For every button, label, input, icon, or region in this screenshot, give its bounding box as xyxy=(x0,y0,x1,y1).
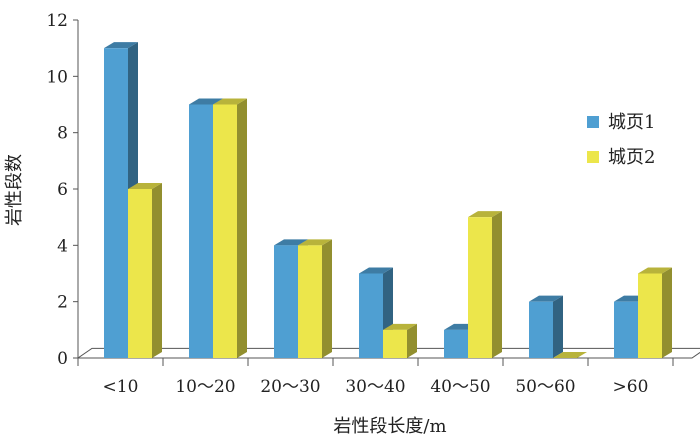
x-tick-label: 30～40 xyxy=(345,377,405,397)
y-tick-label: 6 xyxy=(57,180,68,200)
bar-2-5 xyxy=(468,211,502,358)
bar-front xyxy=(104,48,128,359)
bar-front xyxy=(298,245,322,358)
x-tick-label: <10 xyxy=(103,377,139,397)
x-tick-label: 10～20 xyxy=(175,377,235,397)
bar-top xyxy=(638,267,672,274)
x-tick-label: 40～50 xyxy=(430,377,490,397)
bar-top xyxy=(383,323,417,330)
y-tick-label: 0 xyxy=(57,349,68,369)
x-tick-label: >60 xyxy=(613,377,649,397)
bar-1-1 xyxy=(104,42,138,359)
bar-side xyxy=(152,183,162,358)
y-tick-label: 2 xyxy=(57,293,68,313)
legend-item-1: 城页1 xyxy=(587,112,655,133)
bar-top xyxy=(529,295,563,302)
bar-front xyxy=(468,217,492,358)
bar-front xyxy=(614,301,638,358)
bar-top xyxy=(298,239,332,246)
bar-side xyxy=(407,323,417,358)
bar-top xyxy=(189,98,223,105)
bar-front xyxy=(529,301,553,358)
x-axis-title: 岩性段长度/m xyxy=(333,416,446,437)
bar-front xyxy=(213,104,237,358)
tick-labels: 0 2 4 6 8 10 12 <10 10～20 20～30 30～40 40～50 50～60 >60 xyxy=(46,11,648,397)
bar-side xyxy=(662,267,672,358)
bar-2-6 xyxy=(553,352,587,358)
y-tick-label: 10 xyxy=(46,67,68,87)
bar-front xyxy=(359,273,383,358)
bars xyxy=(104,42,672,359)
bar-top xyxy=(104,42,138,49)
x-tick-label: 20～30 xyxy=(260,377,320,397)
y-tick-label: 8 xyxy=(57,124,68,144)
bar-top xyxy=(359,267,393,274)
bar-2-2 xyxy=(213,98,247,358)
y-axis-title: 岩性段数 xyxy=(4,154,25,226)
bar-top xyxy=(213,98,247,105)
bar-front xyxy=(444,329,468,358)
bar-top xyxy=(553,352,587,358)
bar-2-3 xyxy=(298,239,332,358)
bar-side xyxy=(553,295,563,358)
bar-top xyxy=(274,239,308,246)
bar-top xyxy=(128,183,162,189)
bar-front xyxy=(274,245,298,358)
bar-front xyxy=(189,104,213,358)
bar-front xyxy=(128,189,152,358)
bar-2-7 xyxy=(638,267,672,358)
bar-2-4 xyxy=(383,323,417,358)
bar-1-6 xyxy=(529,295,563,358)
y-tick-label: 12 xyxy=(46,11,68,31)
bar-top xyxy=(468,211,502,218)
bar-front xyxy=(638,273,662,358)
legend-item-2: 城页2 xyxy=(587,147,655,168)
legend-swatch xyxy=(587,151,599,163)
bar-side xyxy=(237,98,247,358)
legend-swatch xyxy=(587,116,599,128)
bar-side xyxy=(492,211,502,358)
bar-side xyxy=(322,239,332,358)
legend-label: 城页1 xyxy=(608,112,655,133)
bar-front xyxy=(383,329,407,358)
x-tick-label: 50～60 xyxy=(515,377,575,397)
bar-2-1 xyxy=(128,183,162,358)
y-tick-label: 4 xyxy=(57,236,68,256)
legend: 城页1 城页2 xyxy=(587,112,655,168)
legend-label: 城页2 xyxy=(608,147,655,168)
